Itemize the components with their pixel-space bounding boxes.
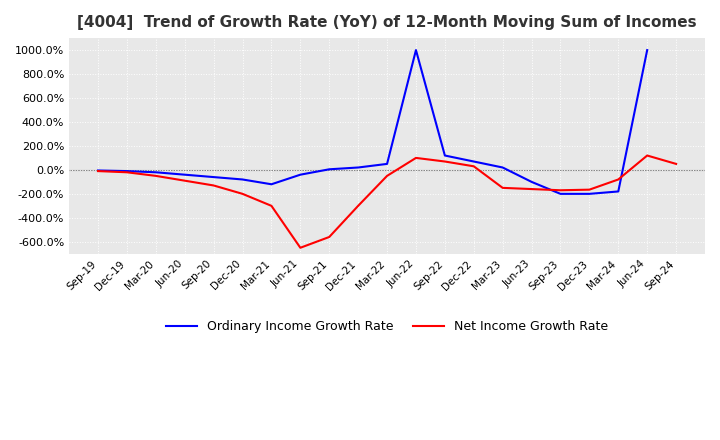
Ordinary Income Growth Rate [210,174,218,180]
Net Income Growth Rate [238,191,247,197]
Net Income Growth Rate [412,155,420,161]
Ordinary Income Growth Rate [94,168,102,173]
Net Income Growth Rate [441,159,449,164]
Net Income Growth Rate [556,187,564,193]
Net Income Growth Rate [469,164,478,169]
Ordinary Income Growth Rate [151,170,160,175]
Net Income Growth Rate [614,177,623,182]
Ordinary Income Growth Rate [383,161,392,167]
Ordinary Income Growth Rate [527,179,536,184]
Title: [4004]  Trend of Growth Rate (YoY) of 12-Month Moving Sum of Incomes: [4004] Trend of Growth Rate (YoY) of 12-… [77,15,697,30]
Net Income Growth Rate [122,170,131,175]
Ordinary Income Growth Rate [181,172,189,177]
Ordinary Income Growth Rate [354,165,362,170]
Net Income Growth Rate [210,183,218,188]
Legend: Ordinary Income Growth Rate, Net Income Growth Rate: Ordinary Income Growth Rate, Net Income … [161,315,613,338]
Net Income Growth Rate [585,187,594,192]
Ordinary Income Growth Rate [238,177,247,182]
Ordinary Income Growth Rate [585,191,594,197]
Net Income Growth Rate [325,235,333,240]
Ordinary Income Growth Rate [122,169,131,174]
Net Income Growth Rate [94,169,102,174]
Ordinary Income Growth Rate [643,48,652,53]
Net Income Growth Rate [354,203,362,209]
Line: Net Income Growth Rate: Net Income Growth Rate [98,155,676,248]
Net Income Growth Rate [151,173,160,179]
Net Income Growth Rate [672,161,680,167]
Ordinary Income Growth Rate [614,189,623,194]
Ordinary Income Growth Rate [267,182,276,187]
Net Income Growth Rate [643,153,652,158]
Net Income Growth Rate [383,173,392,179]
Net Income Growth Rate [527,187,536,192]
Ordinary Income Growth Rate [441,153,449,158]
Net Income Growth Rate [498,185,507,191]
Ordinary Income Growth Rate [556,191,564,197]
Ordinary Income Growth Rate [412,48,420,53]
Ordinary Income Growth Rate [296,172,305,177]
Net Income Growth Rate [267,203,276,209]
Ordinary Income Growth Rate [325,167,333,172]
Net Income Growth Rate [181,178,189,183]
Ordinary Income Growth Rate [469,159,478,164]
Line: Ordinary Income Growth Rate: Ordinary Income Growth Rate [98,50,647,194]
Ordinary Income Growth Rate [498,165,507,170]
Net Income Growth Rate [296,245,305,250]
